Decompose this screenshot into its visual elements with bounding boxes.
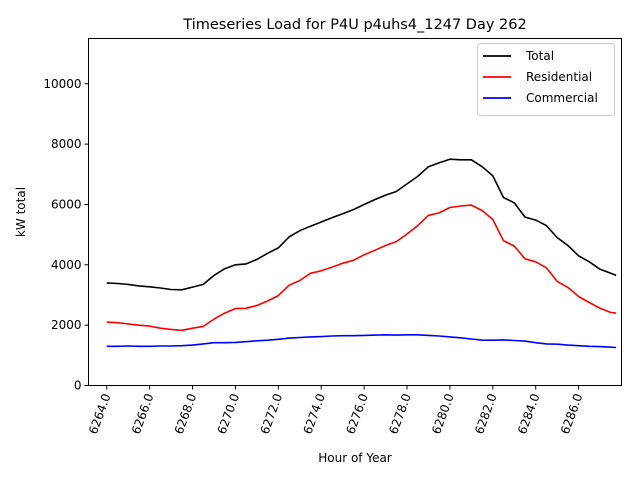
x-axis-title: Hour of Year	[318, 451, 392, 465]
legend-label-residential: Residential	[526, 70, 592, 84]
series-layer	[106, 158, 617, 349]
y-tick-label: 10000	[43, 77, 81, 91]
legend: Total Residential Commercial	[477, 43, 615, 116]
chart-title: Timeseries Load for P4U p4uhs4_1247 Day …	[182, 17, 526, 33]
y-axis-title: kW total	[14, 187, 28, 237]
plot-frame	[88, 38, 622, 386]
y-tick-label: 8000	[51, 137, 82, 151]
legend-frame	[477, 43, 615, 116]
y-axis: 0 2000 4000 6000 8000 10000	[43, 77, 89, 393]
series-line-residential	[106, 204, 617, 332]
y-tick-label: 4000	[51, 258, 82, 272]
y-tick-label: 6000	[51, 197, 82, 211]
series-line-commercial	[106, 333, 617, 349]
y-tick-label: 0	[74, 379, 82, 393]
y-tick-label: 2000	[51, 318, 82, 332]
legend-label-commercial: Commercial	[526, 91, 598, 105]
legend-label-total: Total	[525, 49, 554, 63]
series-line-total	[106, 158, 617, 291]
